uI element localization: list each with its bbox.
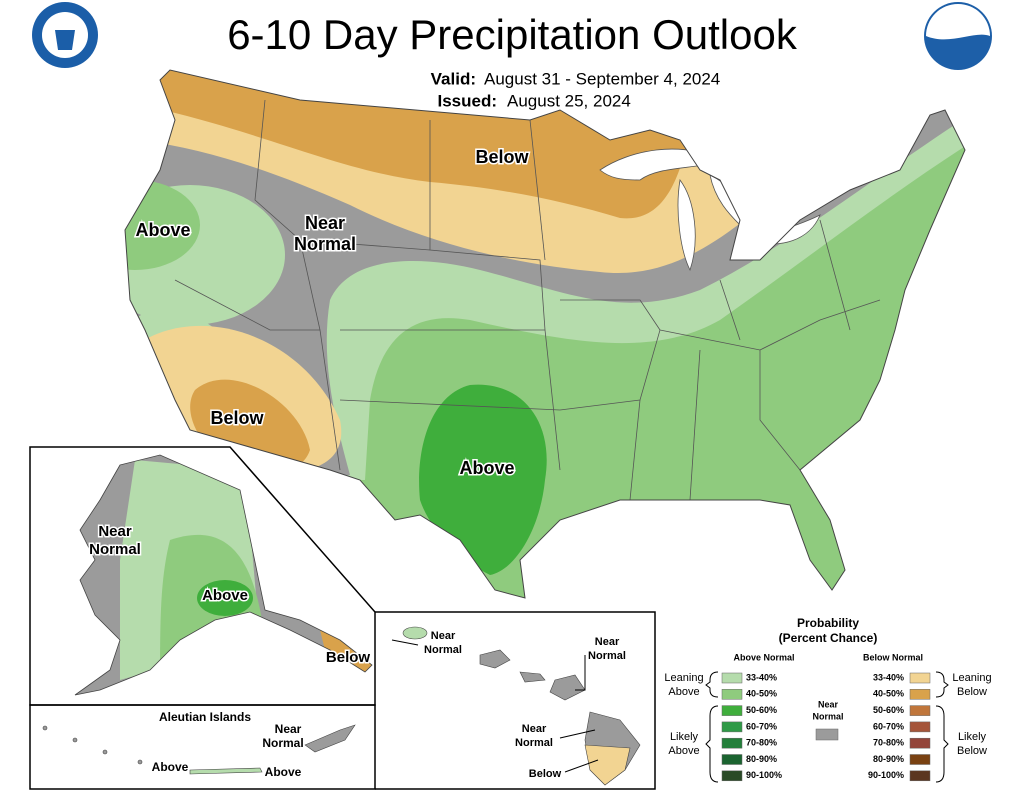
valid-label: Valid: [431, 69, 476, 88]
legend-bin-label: 33-40% [746, 672, 777, 682]
legend-swatch [909, 737, 931, 749]
alaska-map [75, 455, 372, 695]
map-label: Near [595, 636, 620, 648]
legend-swatch [909, 689, 931, 700]
legend-bin-label: 50-60% [746, 705, 777, 715]
map-label: Near [522, 723, 547, 735]
legend-bin-label: 33-40% [873, 672, 904, 682]
map-label: Normal [294, 234, 356, 254]
legend-group: Likely [670, 731, 699, 743]
hawaii-inset [375, 611, 656, 790]
hawaii-islands [402, 626, 641, 786]
map-label: Normal [515, 737, 553, 749]
legend-bin-label: 80-90% [873, 754, 904, 764]
legend-swatch [909, 721, 931, 733]
map-label: Near [98, 523, 132, 540]
legend-heading: Above Normal [733, 652, 794, 662]
noaa-logo-text: NOAA [942, 12, 974, 24]
map-label: Near [275, 722, 302, 736]
map-label: Normal [262, 736, 303, 750]
legend-title: (Percent Chance) [779, 631, 878, 645]
legend-group: Below [957, 686, 987, 698]
map-label: Above [265, 765, 302, 779]
legend-bin-label: 90-100% [868, 770, 904, 780]
alaska-inset [29, 446, 376, 706]
legend-bin-label: 70-80% [873, 738, 904, 748]
legend-near: Near [818, 699, 839, 709]
title: 6-10 Day Precipitation Outlook [227, 11, 798, 58]
legend-swatch [721, 721, 743, 733]
legend-near: Normal [812, 711, 843, 721]
map-label: Below [326, 649, 371, 666]
legend-swatch [721, 705, 743, 716]
issued-label: Issued: [437, 91, 497, 110]
map-label: Normal [424, 644, 462, 656]
map-label: Above [459, 458, 514, 478]
issued-date: August 25, 2024 [507, 91, 631, 110]
leader-lines [391, 639, 599, 773]
commerce-logo [32, 2, 98, 68]
aleutian-islands [42, 724, 356, 775]
map-label: Normal [588, 650, 626, 662]
inset-title: Aleutian Islands [159, 710, 251, 724]
legend-bin-label: 40-50% [873, 689, 904, 699]
noaa-logo: NOAA [924, 2, 992, 70]
legend-swatch [909, 754, 931, 765]
legend-bin-label: 50-60% [873, 705, 904, 715]
legend-bin-label: 40-50% [746, 689, 777, 699]
legend-bin-label: 90-100% [746, 770, 782, 780]
legend-bin-label: 60-70% [746, 721, 777, 731]
legend-swatch [721, 770, 743, 782]
legend-heading: Below Normal [863, 652, 923, 662]
legend-bin-label: 80-90% [746, 754, 777, 764]
legend-braces [705, 671, 949, 783]
map-label: Near [431, 630, 456, 642]
valid-dates: August 31 - September 4, 2024 [484, 69, 720, 88]
legend-swatch [909, 770, 931, 782]
legend-group: Leaning [664, 672, 703, 684]
map-label: Above [135, 220, 190, 240]
legend-group: Likely [958, 731, 987, 743]
legend-swatch [909, 705, 931, 716]
map-label: Below [210, 408, 264, 428]
legend-swatch [721, 689, 743, 700]
map-label: Below [529, 768, 562, 780]
legend-group: Below [957, 745, 987, 757]
legend-swatch [721, 737, 743, 749]
map-label: Below [475, 147, 529, 167]
map-label: Near [305, 213, 345, 233]
map-label: Above [202, 587, 248, 604]
legend-swatch [815, 728, 839, 741]
legend-group: Leaning [952, 672, 991, 684]
legend-swatch [721, 754, 743, 765]
legend-bin-label: 70-80% [746, 738, 777, 748]
map-label: Normal [89, 541, 141, 558]
legend-swatch [909, 672, 931, 684]
legend-title: Probability [797, 616, 859, 630]
legend-bin-label: 60-70% [873, 721, 904, 731]
legend-group: Above [668, 686, 699, 698]
legend-swatch [721, 672, 743, 684]
aleutian-inset [29, 704, 376, 790]
legend: Probability (Percent Chance) Above Norma… [664, 616, 992, 783]
map-label: Above [152, 760, 189, 774]
legend-group: Above [668, 745, 699, 757]
